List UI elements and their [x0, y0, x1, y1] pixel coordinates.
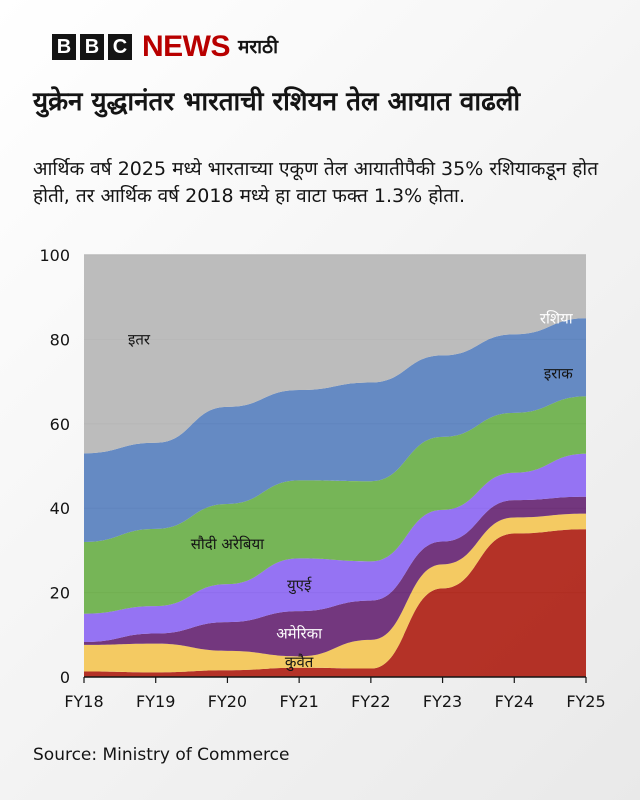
y-tick-label: 0 — [60, 668, 70, 687]
bbc-logo-letter-2: B — [80, 34, 104, 60]
news-wordmark: NEWS — [142, 30, 231, 63]
x-tick-label: FY22 — [351, 692, 390, 711]
bbc-logo-letter-3: C — [108, 34, 132, 60]
y-tick-label: 60 — [50, 415, 70, 434]
chart-axes: 0 20 40 60 80 100 FY18 FY19 FY20 FY21 FY22 FY23 FY24… — [39, 246, 605, 711]
source-note: Source: Ministry of Commerce — [33, 745, 290, 765]
x-tick-label: FY18 — [64, 692, 103, 711]
area-series-0 — [84, 529, 586, 677]
y-tick-label: 20 — [50, 584, 70, 603]
service-language: मराठी — [238, 36, 279, 58]
series-label: सौदी अरेबिया — [191, 535, 265, 553]
series-label: रशिया — [540, 309, 574, 327]
area-series-5 — [84, 318, 586, 542]
y-tick-label: 40 — [50, 499, 70, 518]
area-series-1 — [84, 513, 586, 673]
chart-subtitle: आर्थिक वर्ष 2025 मध्ये भारताच्या एकूण ते… — [33, 158, 599, 207]
area-series-2 — [84, 496, 586, 657]
bbc-logo-letter-1: B — [52, 34, 76, 60]
chart-title: युक्रेन युद्धानंतर भारताची रशियन तेल आया… — [33, 87, 521, 117]
series-label: अमेरिका — [276, 625, 323, 643]
x-tick-label: FY25 — [566, 692, 605, 711]
bbc-news-marathi-logo: B B C NEWS मराठी — [52, 30, 279, 63]
chart-areas — [84, 255, 586, 677]
series-label: युएई — [287, 576, 312, 595]
series-label: इराक — [544, 365, 573, 383]
area-series-6 — [84, 255, 586, 454]
series-label: कुवैत — [285, 653, 314, 672]
area-series-4 — [84, 396, 586, 614]
y-tick-label: 80 — [50, 330, 70, 349]
x-tick-label: FY24 — [495, 692, 534, 711]
area-series-3 — [84, 453, 586, 642]
y-tick-label: 100 — [39, 246, 70, 265]
x-tick-label: FY21 — [279, 692, 318, 711]
chart-annotations: इतर रशिया इराक सौदी अरेबिया युएई अमेरिका कुवैत — [128, 309, 574, 672]
x-tick-label: FY20 — [208, 692, 247, 711]
x-tick-label: FY23 — [423, 692, 462, 711]
x-tick-label: FY19 — [136, 692, 175, 711]
series-label: इतर — [128, 330, 151, 348]
